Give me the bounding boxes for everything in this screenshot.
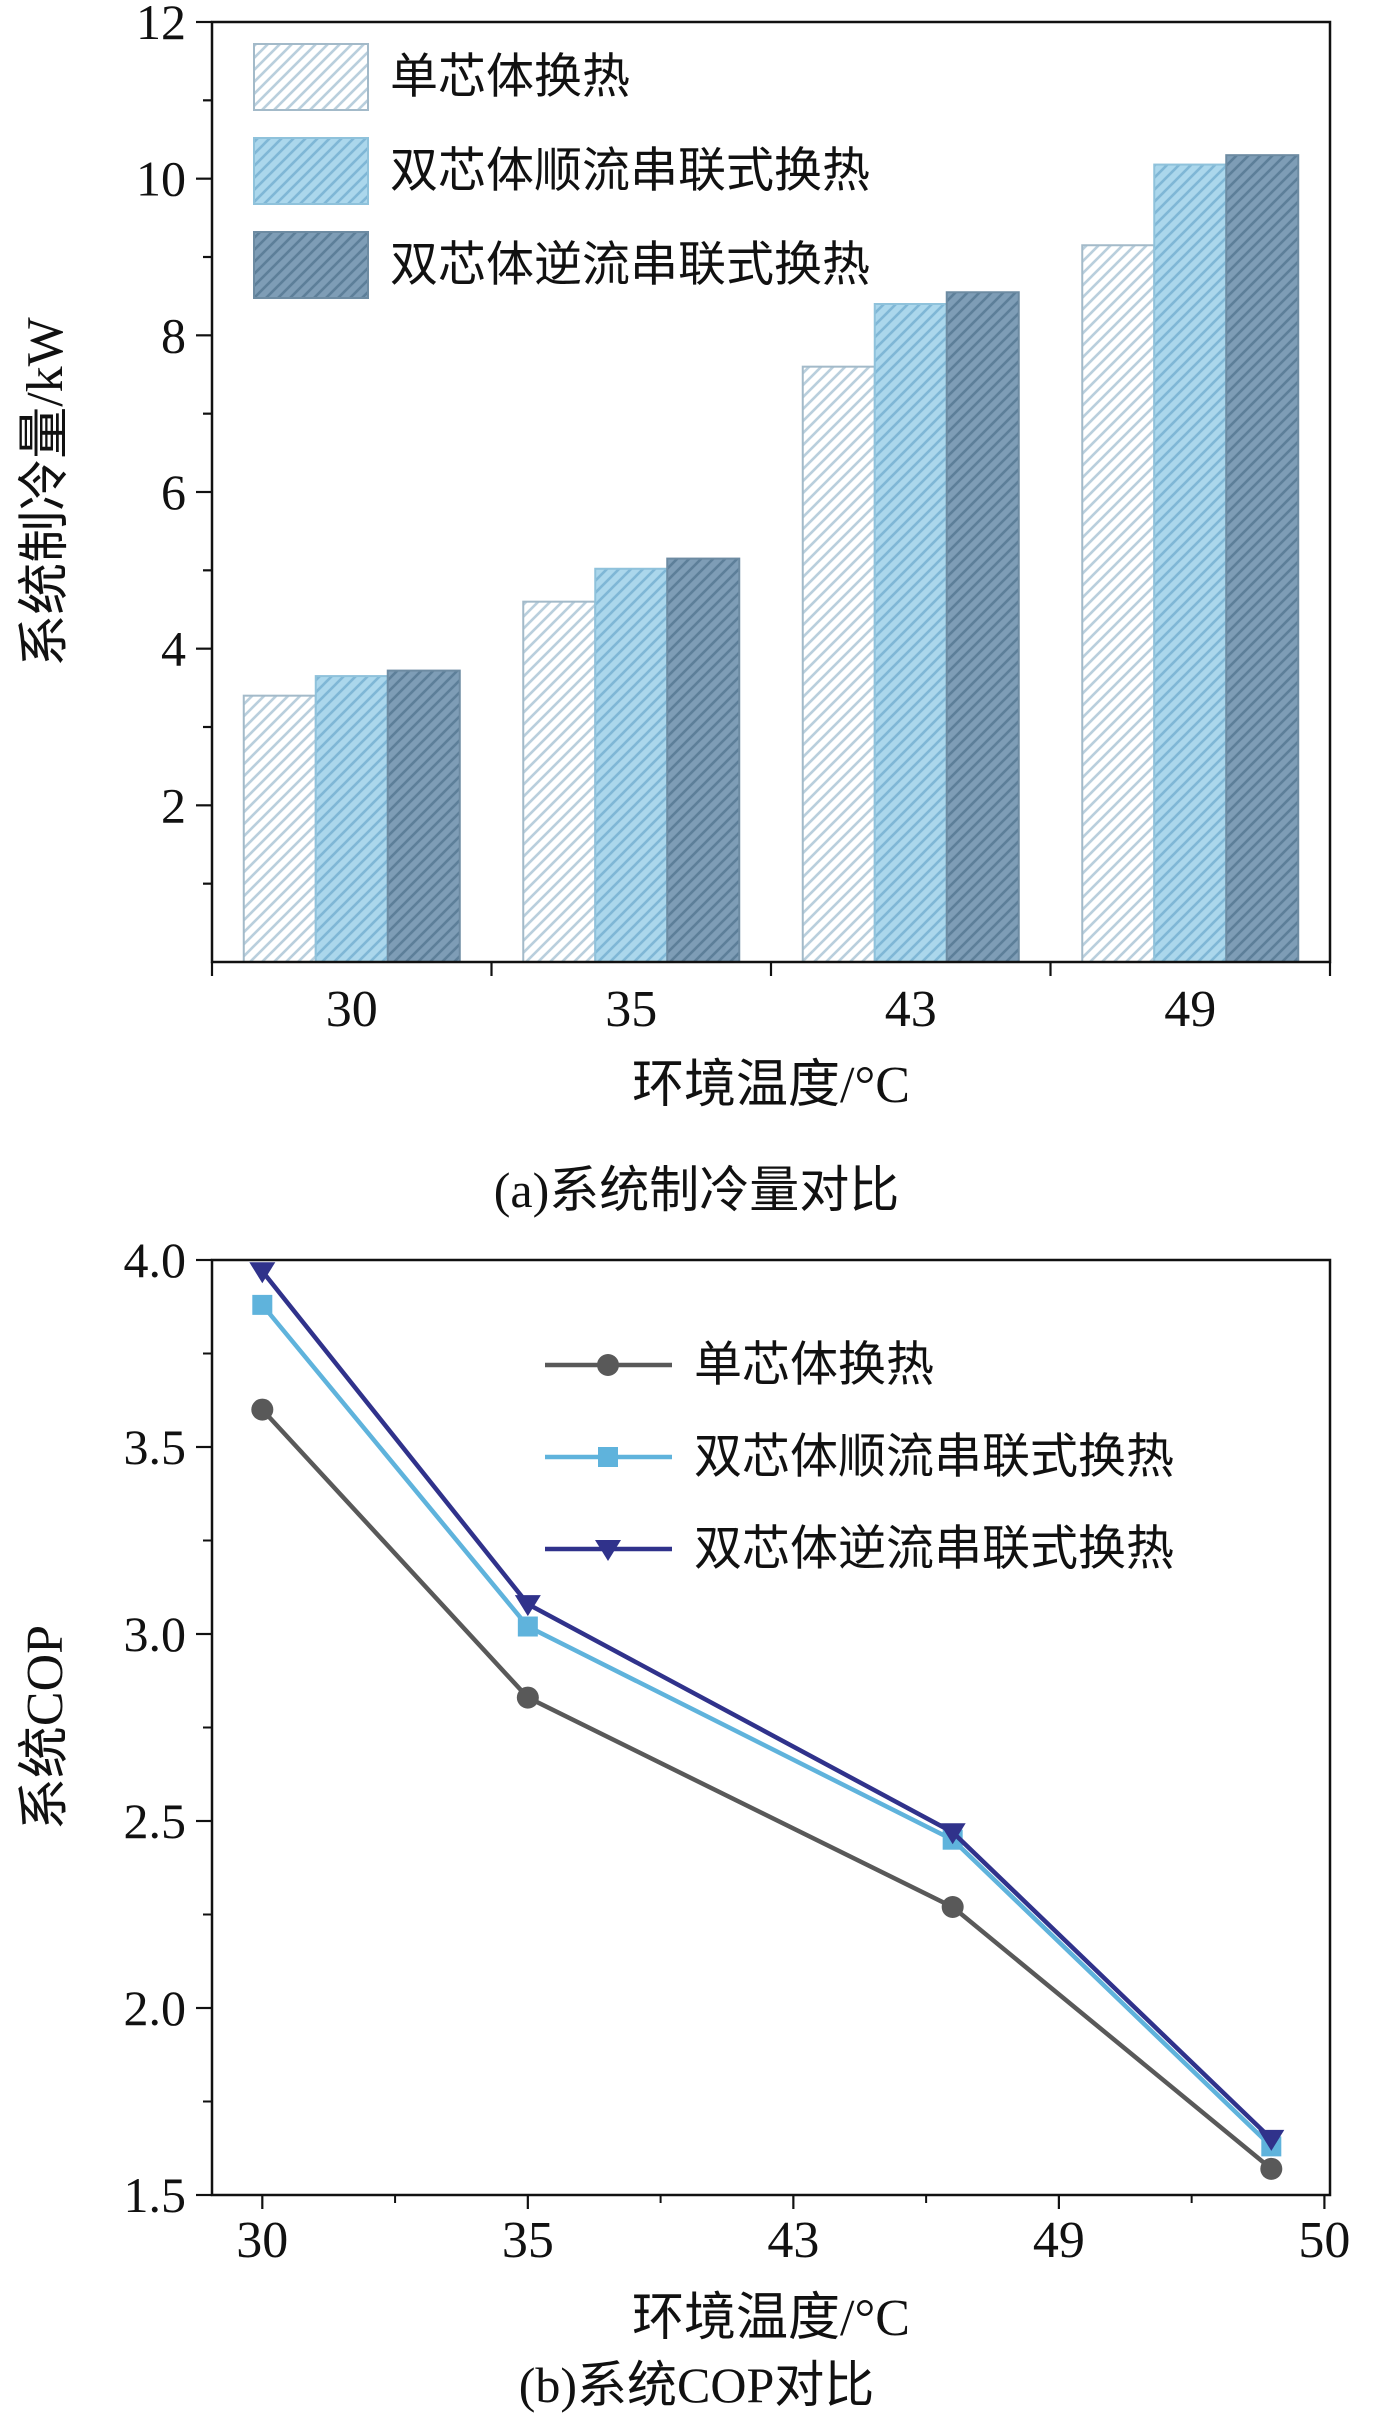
chart-a-figure: 2 4 6 8 10 12 30 35 43 49 环境温度/°C 系统制冷量/kW 单芯体换热双芯体顺… — [17, 0, 1332, 1218]
marker-circle — [941, 1896, 964, 1919]
legend-label: 双芯体逆流串联式换热 — [390, 239, 870, 292]
x-axis-title: 环境温度/°C — [632, 2290, 910, 2345]
y-tick-label: 2 — [161, 777, 186, 833]
marker-triangle-down — [514, 1595, 541, 1617]
series-line — [260, 1269, 1273, 2141]
bar-30-series0 — [242, 694, 317, 964]
y-tick-label: 4 — [161, 621, 186, 677]
y-tick-label: 2.0 — [124, 1980, 187, 2036]
cop-line-chart: 1.5 2.0 2.5 3.0 3.5 4.0 30 35 43 49 50 环境温度/°C 系统COP… — [17, 1232, 1350, 2345]
y-tick-label: 1.5 — [124, 2167, 187, 2223]
legend-label: 双芯体顺流串联式换热 — [694, 1431, 1174, 1484]
y-tick-label: 3.0 — [124, 1606, 187, 1662]
x-tick-label: 50 — [1298, 2212, 1350, 2269]
marker-circle — [251, 1398, 274, 1421]
bar-49-series0 — [1081, 244, 1156, 963]
bar-49-series1 — [1153, 163, 1228, 964]
legend-swatch — [253, 137, 369, 205]
x-tick-label: 43 — [767, 2212, 819, 2269]
x-tick-label: 49 — [1033, 2212, 1085, 2269]
bar-43-series0 — [801, 365, 876, 963]
chart-a-caption: (a)系统制冷量对比 — [493, 1162, 900, 1218]
plot-frame — [210, 1258, 1332, 2197]
y-axis-title: 系统COP — [17, 1625, 74, 1830]
bar-43-series1 — [873, 303, 948, 963]
x-tick-label: 30 — [236, 2212, 288, 2269]
chart-b-caption: (b)系统COP对比 — [518, 2357, 875, 2413]
legend-label: 双芯体逆流串联式换热 — [694, 1523, 1174, 1576]
series-0 — [251, 1398, 1283, 2180]
series-1 — [252, 1294, 1282, 2157]
y-tick-label: 2.5 — [124, 1793, 187, 1849]
bar-30-series2 — [386, 669, 461, 963]
x-tick-label: 35 — [502, 2212, 554, 2269]
bar-43-series2 — [945, 291, 1020, 963]
marker-circle — [597, 1354, 619, 1376]
chart-b-figure: 1.5 2.0 2.5 3.0 3.5 4.0 30 35 43 49 50 环境温度/°C 系统COP… — [0, 1230, 1393, 2425]
marker-triangle-down — [595, 1540, 621, 1561]
legend-label: 单芯体换热 — [694, 1339, 934, 1392]
marker-circle — [1260, 2157, 1283, 2180]
series-line — [260, 1408, 1273, 2171]
bar-35-series1 — [594, 567, 669, 963]
legend-label: 双芯体顺流串联式换热 — [390, 145, 870, 198]
legend-label: 单芯体换热 — [390, 51, 630, 104]
x-axis-title: 环境温度/°C — [632, 1057, 910, 1114]
series-2 — [249, 1262, 1285, 2151]
marker-circle — [516, 1686, 539, 1709]
y-tick-label: 8 — [161, 307, 186, 363]
x-tick-label: 30 — [326, 981, 378, 1038]
y-axis-title: 系统制冷量/kW — [17, 317, 74, 667]
y-tick-label: 6 — [161, 464, 186, 520]
y-tick-label: 10 — [136, 151, 186, 207]
y-tick-label: 4.0 — [124, 1232, 187, 1288]
y-tick-label: 12 — [136, 0, 186, 50]
legend-swatch — [253, 231, 369, 299]
x-tick-label: 35 — [605, 981, 657, 1038]
bar-49-series2 — [1225, 154, 1300, 963]
x-tick-label: 43 — [885, 981, 937, 1038]
marker-triangle-down — [249, 1262, 276, 1284]
bar-35-series0 — [522, 600, 597, 964]
series-line — [260, 1303, 1273, 2149]
cooling-capacity-bar-chart: 2 4 6 8 10 12 30 35 43 49 环境温度/°C 系统制冷量/kW 单芯体换热双芯体顺… — [17, 0, 1332, 1114]
y-tick-label: 3.5 — [124, 1419, 187, 1475]
bar-35-series2 — [666, 557, 741, 963]
x-tick-label: 49 — [1164, 981, 1216, 1038]
marker-triangle-down — [1258, 2129, 1285, 2151]
bar-30-series1 — [314, 675, 389, 963]
marker-square — [598, 1447, 618, 1467]
bar-groups — [242, 154, 1300, 964]
marker-square — [252, 1294, 273, 1315]
marker-square — [517, 1616, 538, 1637]
marker-triangle-down — [939, 1823, 966, 1845]
legend-swatch — [253, 43, 369, 111]
